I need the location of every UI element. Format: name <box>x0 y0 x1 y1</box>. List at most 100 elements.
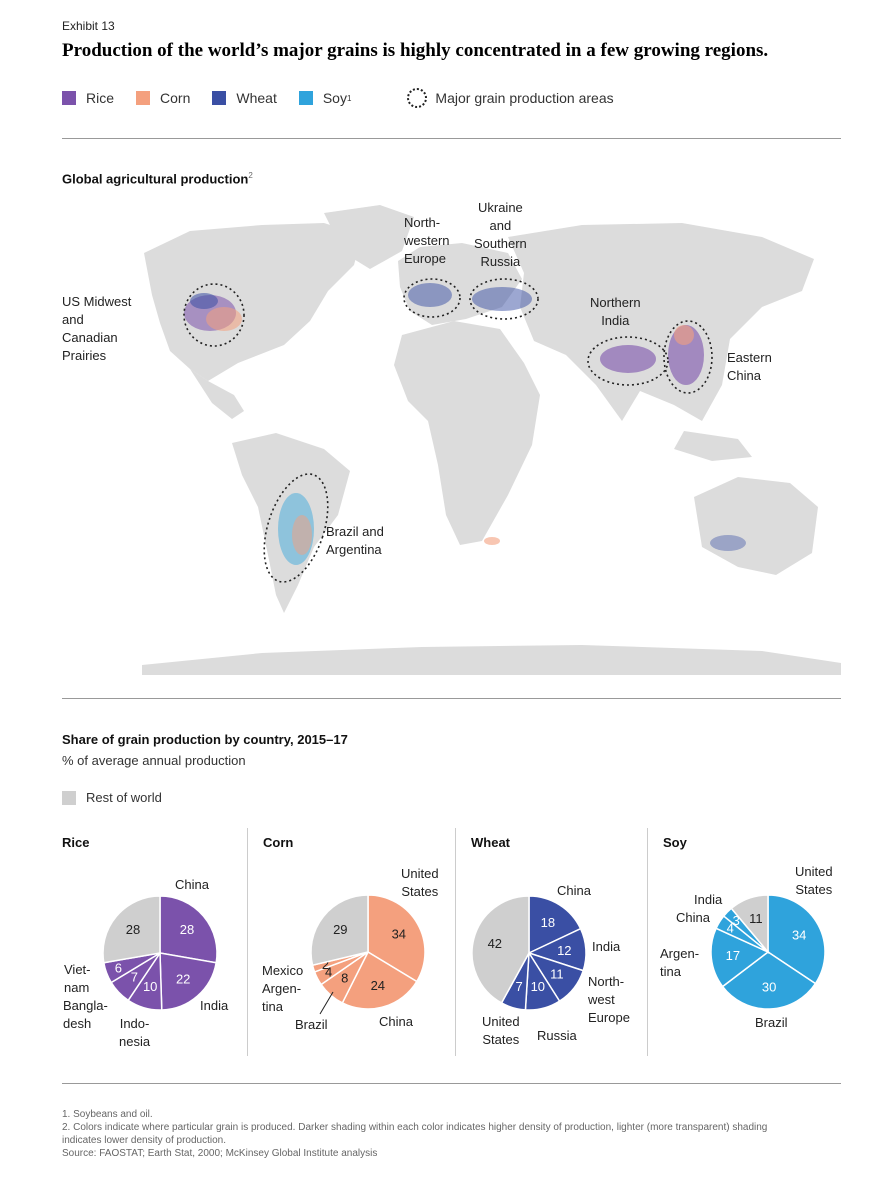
rice-slice-china <box>159 895 218 964</box>
corn-swatch <box>136 91 151 105</box>
legend-item-corn: Corn <box>136 90 190 106</box>
map-heading: Global agricultural production2 <box>62 171 253 187</box>
wheat-label-china: China <box>557 883 591 898</box>
divider-middle <box>62 698 841 699</box>
rice-label-india: India <box>200 998 229 1013</box>
wheat-label-northwest-europe: North- west Europe <box>588 974 630 1025</box>
production-density <box>184 283 746 565</box>
corn-value-rest-of-world: 29 <box>333 922 347 937</box>
rice-label-bangladesh: Bangla- desh <box>63 998 108 1031</box>
rest-of-world-swatch <box>62 790 76 805</box>
panel-title-soy: Soy <box>663 835 687 850</box>
footnote-1: 1. Soybeans and oil. <box>62 1109 153 1120</box>
soy-value-brazil: 30 <box>762 979 776 994</box>
grain-legend: Rice Corn Wheat Soy 1 Major grain product… <box>62 88 636 108</box>
corn-label-brazil: Brazil <box>295 1017 328 1032</box>
footnote-2: 2. Colors indicate where particular grai… <box>62 1122 768 1146</box>
area-eastern-china <box>663 320 713 394</box>
exhibit-number: Exhibit 13 <box>62 19 115 33</box>
leader-line-brazil <box>319 991 334 1015</box>
north-america <box>144 223 362 381</box>
wheat-slice-china <box>528 895 582 955</box>
wheat-value-china: 18 <box>541 915 555 930</box>
major-production-areas <box>183 278 713 583</box>
soy-value-rest-of-world: 11 <box>749 911 763 926</box>
rice-swatch <box>62 91 76 105</box>
legend-item-soy: Soy 1 <box>298 90 351 106</box>
legend-item-rice: Rice <box>62 90 114 106</box>
panel-divider-3 <box>647 828 648 1056</box>
wheat-value-north-west-europe: 11 <box>550 967 564 982</box>
asia <box>508 223 814 421</box>
rice-value-bangla-desh: 7 <box>131 969 138 984</box>
soy-value-china: 4 <box>727 921 734 936</box>
antarctica <box>142 645 841 675</box>
wheat-label-united-states: United States <box>482 1014 520 1047</box>
area-ukraine-russia <box>469 278 539 320</box>
region-label-eastern-china: Eastern China <box>727 350 772 383</box>
soy-label-united-states: United States <box>795 864 833 897</box>
corn-label-china: China <box>379 1014 413 1029</box>
pie-rice: 28 22 10 76 28 <box>102 895 218 1011</box>
soy-slice-brazil <box>721 951 817 1010</box>
rice-value-india: 22 <box>176 972 190 987</box>
legend-label-wheat: Wheat <box>236 90 277 106</box>
soy-label-china: China <box>676 910 710 925</box>
wheat-value-russia: 10 <box>531 979 545 994</box>
area-northwestern-europe <box>403 278 461 318</box>
legend-label-areas: Major grain production areas <box>435 90 614 106</box>
south-america <box>232 433 350 613</box>
legend-label-soy: Soy <box>322 90 347 106</box>
legend-label-rice: Rice <box>86 90 115 106</box>
region-label-us-midwest: US Midwest and Canadian Prairies <box>62 294 132 363</box>
share-subheading: % of average annual production <box>62 753 246 768</box>
world-map <box>142 205 841 675</box>
soy-slice-rest-of-world <box>730 894 769 955</box>
wheat-swatch <box>212 91 227 105</box>
panel-divider-1 <box>247 828 248 1056</box>
soy-slice-argen-tina <box>710 927 770 988</box>
soy-label-india: India <box>694 892 723 907</box>
corn-value-argen-tina: 4 <box>325 965 332 980</box>
legend-item-wheat: Wheat <box>212 90 277 106</box>
wheat-label-russia: Russia <box>537 1028 577 1043</box>
soy-value-india: 3 <box>733 913 740 928</box>
area-northern-india <box>587 336 669 386</box>
corn-label-mexico: Mexico <box>262 963 304 978</box>
region-label-ukraine-russia: Ukraine and Southern Russia <box>474 200 527 269</box>
rice-label-china: China <box>175 877 209 892</box>
pie-corn: 34 24 842 29 <box>310 894 426 1010</box>
rice-value-indo-nesia: 10 <box>143 979 157 994</box>
soy-label-brazil: Brazil <box>755 1015 788 1030</box>
corn-slice-rest-of-world <box>310 894 369 967</box>
australia <box>694 477 818 575</box>
divider-bottom <box>62 1083 841 1084</box>
rest-of-world-legend: Rest of world <box>62 790 162 805</box>
rice-slice-rest-of-world <box>102 895 161 964</box>
corn-value-united-states: 34 <box>392 927 406 942</box>
region-label-northern-india: Northern India <box>590 295 641 328</box>
chart-title: Production of the world’s major grains i… <box>62 40 769 61</box>
region-label-northwestern-europe: North- western Europe <box>404 215 450 266</box>
wheat-value-india: 12 <box>557 943 571 958</box>
soy-swatch <box>298 91 313 105</box>
wheat-value-rest-of-world: 42 <box>488 936 502 951</box>
soy-label-argentina: Argen- tina <box>660 946 700 979</box>
area-brazil-argentina <box>263 473 329 583</box>
wheat-label-india: India <box>592 939 621 954</box>
soy-value-united-states: 34 <box>792 927 806 942</box>
pie-soy: 34 30 17 43 11 <box>710 894 826 1010</box>
rice-value-viet-nam: 6 <box>115 961 122 976</box>
central-america <box>190 369 244 419</box>
wheat-slice-rest-of-world <box>471 895 530 1004</box>
map-footnote-marker: 2 <box>248 171 253 180</box>
corn-leader-lines <box>319 991 334 1015</box>
corn-value-mexico: 2 <box>322 957 329 972</box>
legend-item-areas: Major grain production areas <box>407 88 614 108</box>
wheat-value-united-states: 7 <box>515 979 522 994</box>
rice-label-vietnam: Viet- nam <box>64 962 91 995</box>
footnotes: 1. Soybeans and oil. 2. Colors indicate … <box>62 1108 802 1160</box>
africa <box>394 321 540 545</box>
